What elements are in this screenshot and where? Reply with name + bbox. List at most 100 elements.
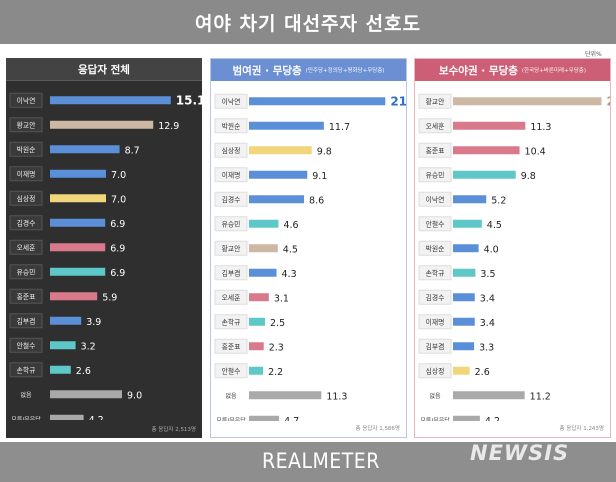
value-label: 2.5 xyxy=(270,318,285,329)
bar-row: 김부겸 3.3 xyxy=(418,338,494,354)
category-label-box xyxy=(418,338,452,354)
value-label: 5.2 xyxy=(491,195,506,206)
bar xyxy=(50,145,120,154)
category-label: 안철수 xyxy=(426,219,445,228)
panel-subtitle: (민주당+정의당+평화당+무당층) xyxy=(305,68,385,74)
panel-title: 범여권 · 무당층 xyxy=(232,64,302,77)
bar xyxy=(249,415,280,421)
category-label-box xyxy=(214,142,248,158)
value-label: 4.5 xyxy=(487,220,502,231)
bar xyxy=(50,169,106,178)
bar-row: 이낙연 21.3 xyxy=(214,93,406,109)
value-label: 3.4 xyxy=(480,293,495,304)
category-label-box xyxy=(418,191,452,207)
bar xyxy=(453,97,602,106)
bar xyxy=(50,390,122,399)
value-label: 4.2 xyxy=(485,416,500,421)
watermark: NEWSIS xyxy=(470,441,570,465)
panel-footnote: 총 응답자 1,586명 xyxy=(355,426,400,432)
value-label: 3.2 xyxy=(81,341,96,352)
category-label: 심상정 xyxy=(426,366,445,375)
bar-row: 없음 9.0 xyxy=(20,390,142,401)
value-label: 3.9 xyxy=(86,317,101,328)
panel-footnote: 총 응답자 2,513명 xyxy=(151,427,196,433)
category-label: 없음 xyxy=(20,391,32,399)
bar xyxy=(453,342,475,351)
value-label: 8.7 xyxy=(125,145,140,156)
bar xyxy=(249,317,265,326)
bar xyxy=(249,219,279,228)
value-label: 8.6 xyxy=(309,195,324,206)
value-label: 23.2 xyxy=(606,94,610,108)
panel-title: 보수야권 · 무당층 xyxy=(438,64,518,77)
bar-row: 홍준표 10.4 xyxy=(418,142,546,158)
bar xyxy=(249,244,278,253)
bar xyxy=(50,194,106,203)
value-label: 15.1 xyxy=(176,93,202,107)
bar-row: 김부겸 4.3 xyxy=(214,265,297,281)
category-label: 유승민 xyxy=(426,170,445,179)
category-label-box xyxy=(9,288,43,304)
bar xyxy=(249,97,386,106)
category-label: 오세훈 xyxy=(426,121,445,130)
bar-row: 심상정 7.0 xyxy=(9,190,126,206)
category-label: 김경수 xyxy=(17,218,36,227)
category-label: 황교안 xyxy=(426,97,445,106)
value-label: 6.9 xyxy=(110,219,125,230)
bar-row: 모름/무응답 4.2 xyxy=(11,414,104,420)
bar-row: 이재명 7.0 xyxy=(9,166,126,182)
value-label: 7.0 xyxy=(111,194,126,205)
bar xyxy=(249,195,305,204)
bar-row: 이재명 3.4 xyxy=(418,314,495,330)
bar-row: 이낙연 5.2 xyxy=(418,191,506,207)
category-label-box xyxy=(214,289,248,305)
category-label: 홍준표 xyxy=(426,146,445,155)
panel-title: 응답자 전체 xyxy=(78,63,130,76)
category-label-box xyxy=(214,167,248,183)
category-label-box xyxy=(214,314,248,330)
category-label-box xyxy=(9,239,43,255)
bar-row: 황교안 12.9 xyxy=(9,117,179,133)
category-label: 김부겸 xyxy=(17,317,36,325)
category-label-box xyxy=(9,117,43,133)
category-label: 김부겸 xyxy=(222,269,241,277)
bar-row: 심상정 9.8 xyxy=(214,142,332,158)
bar xyxy=(50,120,154,129)
category-label-box xyxy=(214,216,248,232)
bar-row: 이재명 9.1 xyxy=(214,167,327,183)
category-label: 이낙연 xyxy=(222,97,241,106)
value-label: 4.0 xyxy=(484,244,499,255)
category-label-box xyxy=(418,93,452,109)
bar xyxy=(50,292,98,301)
category-label: 오세훈 xyxy=(17,243,36,252)
bar-row: 오세훈 11.3 xyxy=(418,118,551,134)
bar xyxy=(50,96,171,105)
bar xyxy=(50,316,82,325)
category-label: 박원순 xyxy=(426,244,445,253)
category-label: 김경수 xyxy=(426,293,445,302)
category-label-box xyxy=(9,92,43,108)
category-label: 김부겸 xyxy=(426,343,445,351)
value-label: 11.7 xyxy=(329,122,350,133)
bar xyxy=(453,244,479,253)
bar xyxy=(249,170,308,179)
bar-row: 손학규 2.5 xyxy=(214,314,285,330)
bar xyxy=(453,415,480,421)
bar-chart-conservative: 황교안 23.2 오세훈 11.3 홍준표 10.4 유승민 9.8 이낙연 5.2 안철수 4.5 박… xyxy=(418,93,610,421)
bar-row: 손학규 3.5 xyxy=(418,265,496,281)
bar-row: 손학규 2.6 xyxy=(9,362,91,378)
bar-row: 홍준표 2.3 xyxy=(214,338,284,354)
panel-header: 범여권 · 무당층 (민주당+정의당+평화당+무당층) xyxy=(211,59,406,81)
bar-row: 김경수 8.6 xyxy=(214,191,324,207)
bar xyxy=(453,219,482,228)
category-label: 김경수 xyxy=(222,195,241,204)
bar-row: 모름/무응답 4.7 xyxy=(216,415,299,421)
bar xyxy=(249,366,264,375)
value-label: 3.3 xyxy=(479,342,494,353)
category-label-box xyxy=(418,289,452,305)
category-label-box xyxy=(214,93,248,109)
category-label-box xyxy=(418,240,452,256)
bar xyxy=(50,365,71,374)
bar-row: 안철수 2.2 xyxy=(214,363,283,379)
bar xyxy=(50,218,106,227)
